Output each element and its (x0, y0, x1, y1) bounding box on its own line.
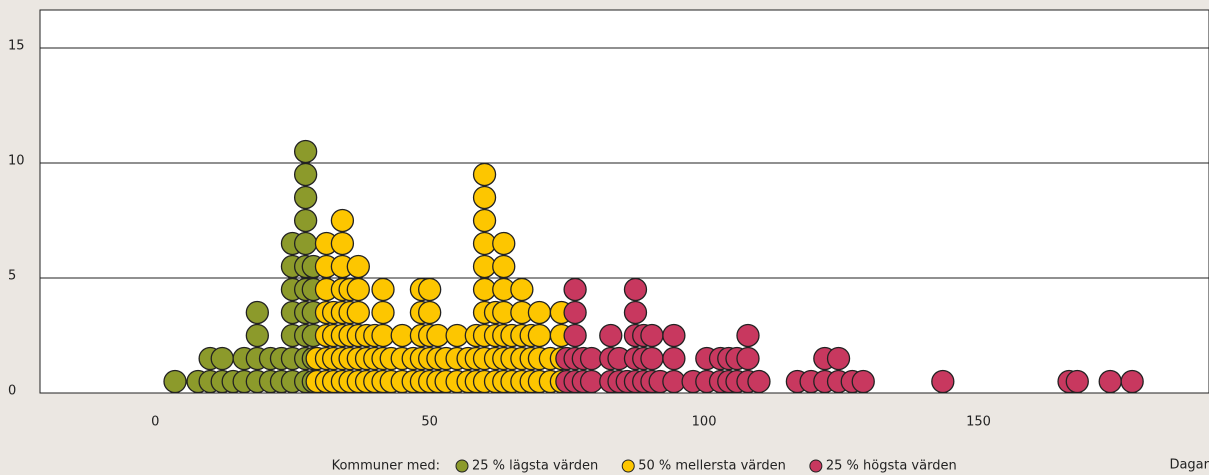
dot (418, 277, 442, 302)
dot (472, 162, 497, 187)
legend-label: 50 % mellersta värden (638, 459, 786, 474)
dot (371, 300, 395, 325)
y-tick-label: 15 (8, 38, 25, 53)
legend-marker (455, 459, 469, 473)
legend-title: Kommuner med: (332, 459, 440, 474)
dot (662, 323, 686, 348)
x-tick-label: 0 (151, 415, 159, 430)
dot (346, 254, 370, 279)
x-tick-label: 100 (692, 415, 717, 430)
dot (245, 323, 269, 348)
dot (293, 231, 318, 256)
x-axis-label: Dagar (1169, 458, 1209, 473)
dot (418, 300, 442, 325)
dot (492, 231, 516, 256)
x-tick-label: 150 (966, 415, 991, 430)
dot (510, 277, 534, 302)
dot (472, 185, 497, 210)
dot (293, 139, 318, 164)
y-tick-label: 0 (8, 384, 16, 399)
legend-label: 25 % lägsta värden (472, 459, 598, 474)
dot (330, 208, 355, 233)
dot (623, 277, 648, 302)
dot (371, 277, 395, 302)
dot (163, 369, 187, 394)
dot (1098, 369, 1122, 394)
dot (623, 300, 648, 325)
dot (330, 231, 355, 256)
dot (599, 323, 623, 348)
dot (640, 323, 664, 348)
dot (736, 346, 760, 371)
dot (851, 369, 875, 394)
dot (736, 323, 760, 348)
dot (293, 208, 318, 233)
legend-marker (621, 459, 635, 473)
dot (346, 277, 370, 302)
y-tick-label: 5 (8, 268, 16, 283)
dot (563, 300, 587, 325)
dot (1120, 369, 1144, 394)
dot (563, 277, 587, 302)
x-tick-label: 50 (421, 415, 438, 430)
dot (492, 254, 516, 279)
dot (527, 323, 552, 348)
dot (527, 300, 552, 325)
legend-marker (809, 459, 823, 473)
legend-label: 25 % högsta värden (826, 459, 957, 474)
dot (293, 162, 318, 187)
dot (747, 369, 771, 394)
dot (563, 323, 587, 348)
dot (472, 208, 497, 233)
dot (293, 185, 318, 210)
dot (346, 300, 370, 325)
dot (662, 346, 686, 371)
dot (640, 346, 664, 371)
y-tick-label: 10 (8, 153, 25, 168)
dot (826, 346, 851, 371)
dot (1065, 369, 1089, 394)
plot-area (39, 9, 1209, 394)
dot (245, 300, 269, 325)
dot (210, 346, 234, 371)
dot (931, 369, 955, 394)
